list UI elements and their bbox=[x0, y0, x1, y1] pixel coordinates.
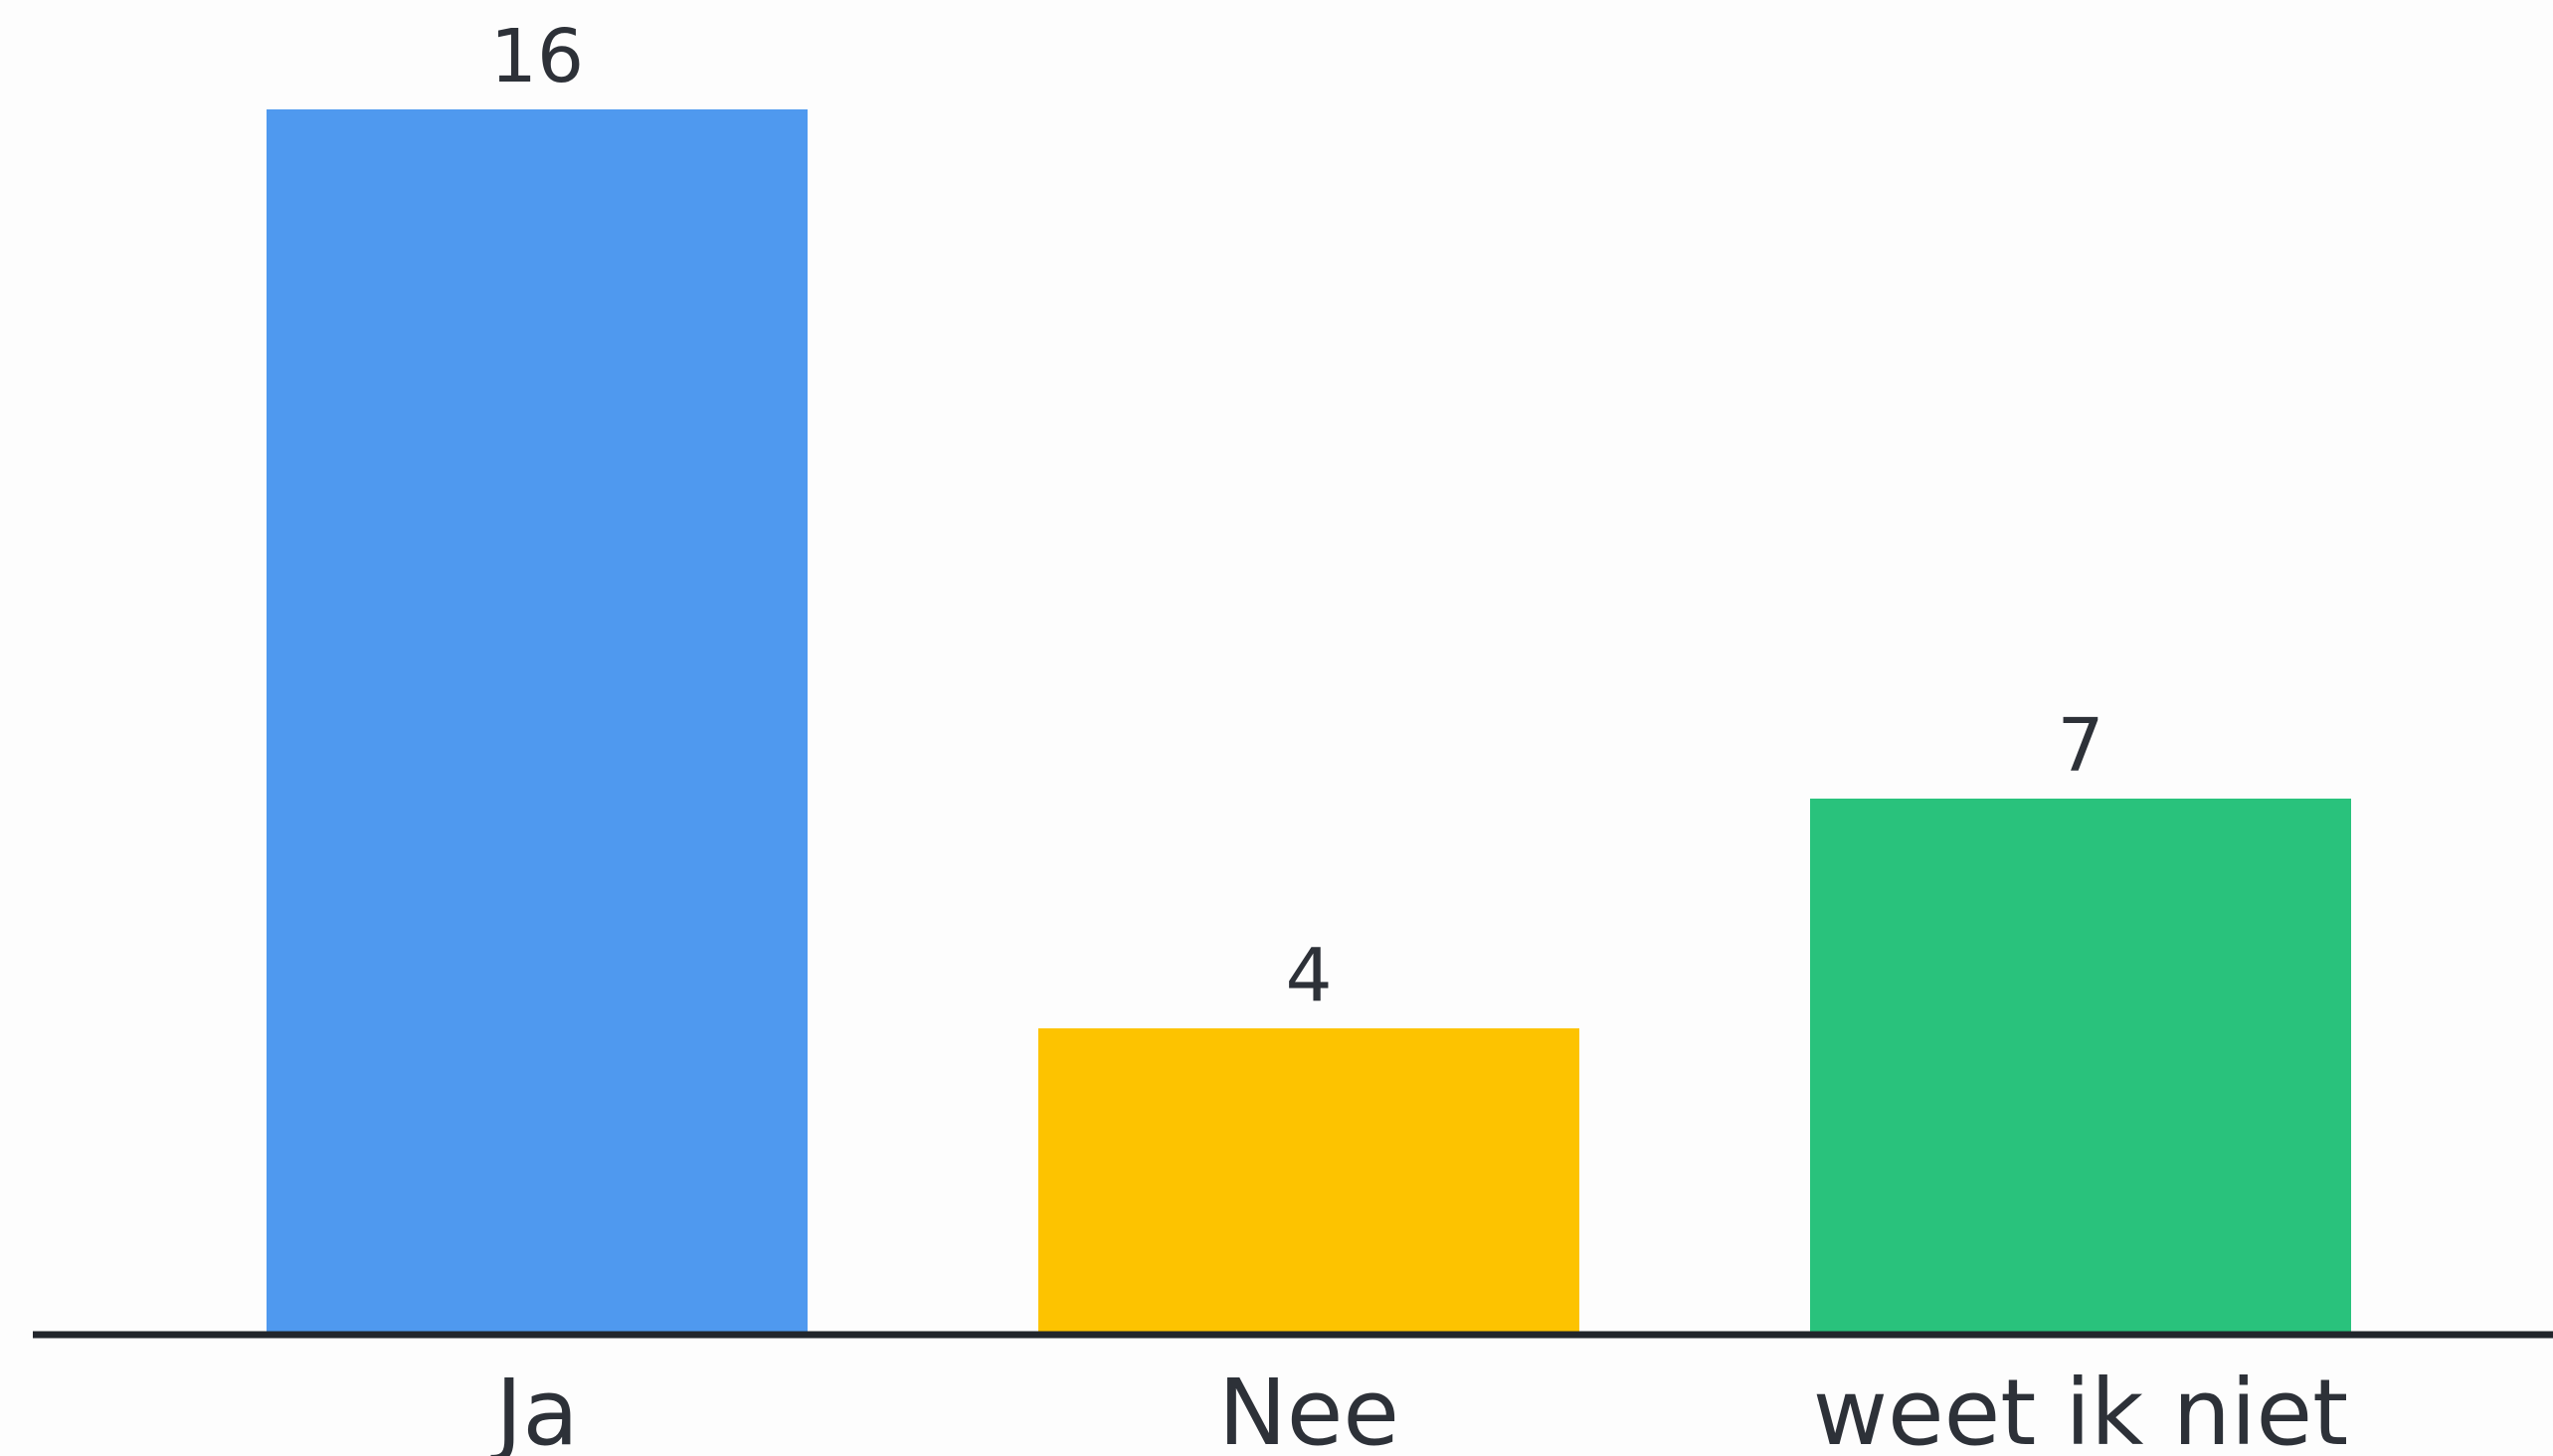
bar-2 bbox=[1810, 799, 2351, 1335]
data-label-2: 7 bbox=[2057, 703, 2103, 789]
data-label-0: 16 bbox=[490, 14, 584, 99]
bar-0 bbox=[267, 109, 808, 1335]
category-label-0: Ja bbox=[490, 1360, 579, 1456]
category-label-1: Nee bbox=[1218, 1360, 1399, 1456]
data-label-1: 4 bbox=[1285, 933, 1332, 1018]
bars-group bbox=[267, 109, 2351, 1335]
bar-1 bbox=[1038, 1028, 1579, 1335]
category-label-2: weet ik niet bbox=[1813, 1360, 2348, 1456]
category-labels-group: Ja Nee weet ik niet bbox=[490, 1360, 2348, 1456]
